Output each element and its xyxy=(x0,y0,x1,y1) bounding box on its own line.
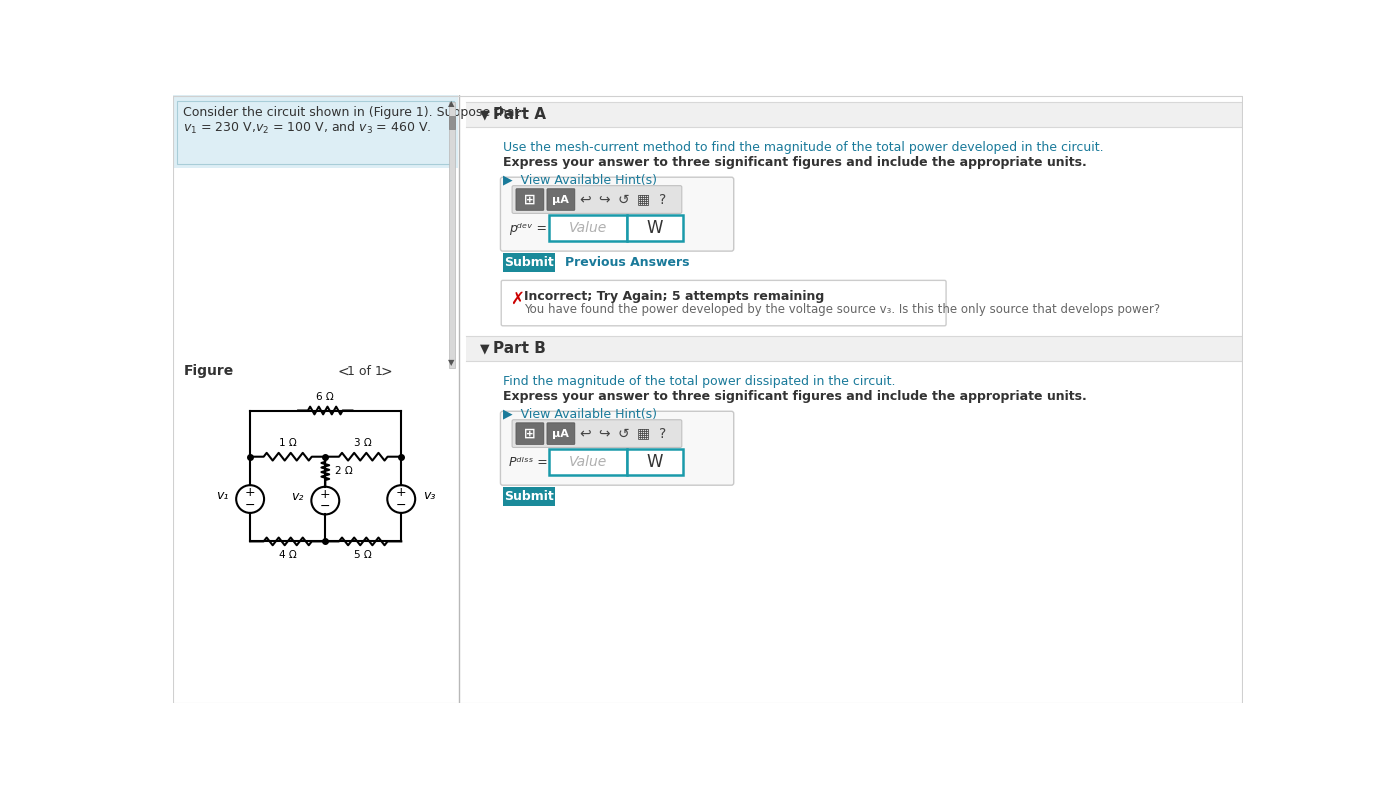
Text: v₁: v₁ xyxy=(215,489,228,502)
Text: 1 of 1: 1 of 1 xyxy=(347,365,383,378)
Text: +: + xyxy=(244,487,255,499)
Text: ✗: ✗ xyxy=(511,290,525,307)
Text: 3 Ω: 3 Ω xyxy=(355,438,371,448)
Text: Incorrect; Try Again; 5 attempts remaining: Incorrect; Try Again; 5 attempts remaini… xyxy=(525,290,824,303)
Text: 2 Ω: 2 Ω xyxy=(336,466,354,476)
Text: ▲: ▲ xyxy=(449,99,454,107)
Text: 1 Ω: 1 Ω xyxy=(279,438,297,448)
Text: ?: ? xyxy=(659,427,666,441)
Bar xyxy=(627,449,682,475)
Text: You have found the power developed by the voltage source v₃. Is this the only so: You have found the power developed by th… xyxy=(525,303,1160,317)
FancyBboxPatch shape xyxy=(516,189,544,210)
Text: <: < xyxy=(337,364,349,378)
Text: ▶  View Available Hint(s): ▶ View Available Hint(s) xyxy=(503,173,657,186)
Text: ↩: ↩ xyxy=(579,193,591,206)
Text: Use the mesh-current method to find the magnitude of the total power developed i: Use the mesh-current method to find the … xyxy=(503,141,1103,154)
Text: ⊞: ⊞ xyxy=(523,193,536,206)
Text: −: − xyxy=(244,498,255,512)
Bar xyxy=(550,215,627,241)
Bar xyxy=(503,487,555,506)
Text: ↺: ↺ xyxy=(617,427,630,441)
Text: ▼: ▼ xyxy=(449,358,454,367)
Text: −: − xyxy=(396,498,406,512)
Bar xyxy=(449,115,454,130)
Text: 4 Ω: 4 Ω xyxy=(279,550,297,560)
Bar xyxy=(503,254,555,272)
Text: Previous Answers: Previous Answers xyxy=(565,256,689,269)
Text: Find the magnitude of the total power dissipated in the circuit.: Find the magnitude of the total power di… xyxy=(503,375,895,388)
Bar xyxy=(550,449,627,475)
Text: ?: ? xyxy=(659,193,666,206)
Text: −: − xyxy=(320,500,330,514)
Text: Part A: Part A xyxy=(493,107,547,122)
Bar xyxy=(449,103,454,368)
Text: Value: Value xyxy=(569,221,608,235)
Bar xyxy=(173,95,458,703)
Text: 5 Ω: 5 Ω xyxy=(355,550,371,560)
Text: ▦: ▦ xyxy=(637,427,649,441)
Text: ▦: ▦ xyxy=(637,193,649,206)
Text: 6 Ω: 6 Ω xyxy=(316,392,334,402)
Bar xyxy=(465,102,1243,127)
FancyBboxPatch shape xyxy=(516,423,544,445)
Text: Submit: Submit xyxy=(504,491,554,503)
Text: µA: µA xyxy=(552,194,569,205)
Text: Consider the circuit shown in (Figure 1). Suppose that: Consider the circuit shown in (Figure 1)… xyxy=(184,107,521,119)
Bar xyxy=(173,168,458,703)
Bar xyxy=(465,336,1243,361)
Bar xyxy=(177,101,454,164)
Text: µA: µA xyxy=(552,429,569,438)
FancyBboxPatch shape xyxy=(512,186,682,213)
FancyBboxPatch shape xyxy=(501,280,946,325)
Text: Value: Value xyxy=(569,455,608,469)
FancyBboxPatch shape xyxy=(547,423,574,445)
Text: Express your answer to three significant figures and include the appropriate uni: Express your answer to three significant… xyxy=(503,390,1087,404)
Text: ▼: ▼ xyxy=(479,342,489,355)
Text: W: W xyxy=(646,219,663,237)
Text: +: + xyxy=(396,487,406,499)
Text: Figure: Figure xyxy=(184,364,233,378)
Text: $v_1$ = 230 V,$v_2$ = 100 V, and $v_3$ = 460 V.: $v_1$ = 230 V,$v_2$ = 100 V, and $v_3$ =… xyxy=(184,120,432,137)
Text: v₃: v₃ xyxy=(423,489,435,502)
FancyBboxPatch shape xyxy=(500,412,733,485)
Text: v₂: v₂ xyxy=(291,491,304,503)
Text: Submit: Submit xyxy=(504,256,554,269)
Text: >: > xyxy=(381,364,392,378)
Text: Express your answer to three significant figures and include the appropriate uni: Express your answer to three significant… xyxy=(503,156,1087,169)
Text: Pᵈᴵˢˢ =: Pᵈᴵˢˢ = xyxy=(510,456,548,468)
Text: ↪: ↪ xyxy=(598,427,610,441)
Text: ↪: ↪ xyxy=(598,193,610,206)
FancyBboxPatch shape xyxy=(547,189,574,210)
Text: W: W xyxy=(646,453,663,471)
Text: +: + xyxy=(320,488,330,501)
FancyBboxPatch shape xyxy=(512,419,682,447)
Text: pᵈᵉᵛ =: pᵈᵉᵛ = xyxy=(510,221,547,235)
Bar xyxy=(627,215,682,241)
Text: ▶  View Available Hint(s): ▶ View Available Hint(s) xyxy=(503,408,657,420)
Text: ⊞: ⊞ xyxy=(523,427,536,441)
Text: ▼: ▼ xyxy=(479,108,489,121)
Text: Part B: Part B xyxy=(493,341,547,356)
FancyBboxPatch shape xyxy=(500,177,733,251)
Text: ↺: ↺ xyxy=(617,193,630,206)
Text: ↩: ↩ xyxy=(579,427,591,441)
